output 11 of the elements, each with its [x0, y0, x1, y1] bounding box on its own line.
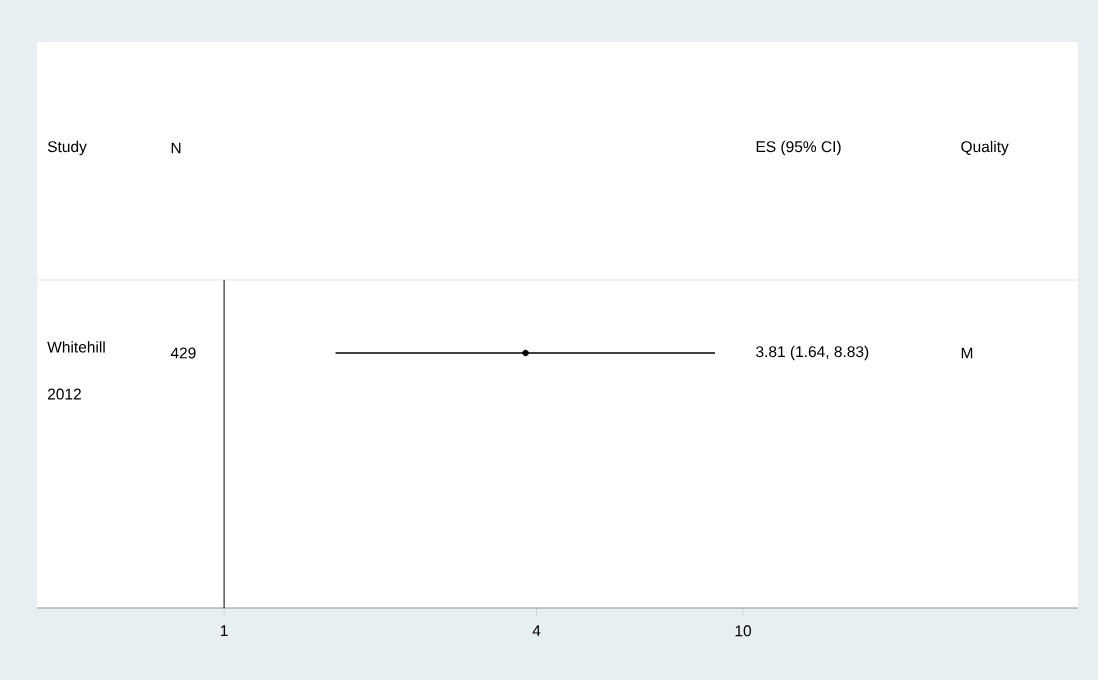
annotation: Study — [47, 140, 87, 156]
annotation: 429 — [170, 347, 196, 359]
x-tick-label: 10 — [735, 625, 752, 637]
annotation: 3.81 (1.64, 8.83) — [756, 345, 869, 361]
annotation: N — [171, 142, 181, 154]
annotation: Quality — [961, 140, 1009, 156]
annotation: M — [961, 347, 973, 359]
x-tick-label: 4 — [532, 625, 541, 637]
category-label: Whitehill 2012 — [47, 341, 105, 400]
annotation: ES (95% CI) — [756, 140, 841, 156]
x-tick-label: 1 — [220, 625, 228, 637]
